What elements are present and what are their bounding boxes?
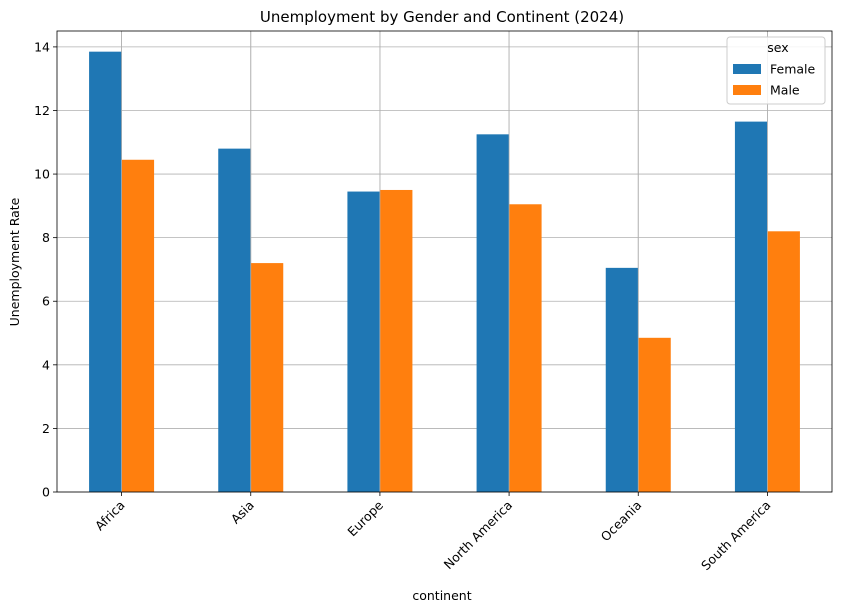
y-tick-label: 4 <box>42 357 50 372</box>
x-tick-label: Asia <box>228 498 257 527</box>
bar-female <box>89 51 122 492</box>
bar-male <box>638 337 671 492</box>
legend-swatch-male <box>733 85 761 95</box>
legend-swatch-female <box>733 64 761 74</box>
bars-group <box>89 31 800 493</box>
grid-lines <box>57 31 832 493</box>
legend: sex Female Male <box>726 36 826 105</box>
y-tick-label: 12 <box>34 103 50 118</box>
bar-female <box>605 267 639 492</box>
y-tick-label: 0 <box>42 485 50 500</box>
axes <box>53 30 833 496</box>
bar-male <box>121 159 155 492</box>
y-tick-label: 6 <box>42 294 50 309</box>
legend-title: sex <box>767 40 788 55</box>
chart-title: Unemployment by Gender and Continent (20… <box>260 8 624 26</box>
y-axis-label: Unemployment Rate <box>7 197 22 326</box>
x-tick-label: North America <box>441 498 516 573</box>
x-tick-label: Africa <box>92 498 128 534</box>
x-tick-label: Oceania <box>598 498 645 545</box>
y-tick-label: 14 <box>34 39 50 54</box>
y-tick-label: 8 <box>42 230 50 245</box>
bar-female <box>347 191 380 492</box>
x-tick-label: Europe <box>344 497 386 539</box>
y-tick-label: 10 <box>34 167 50 182</box>
legend-label-male: Male <box>770 83 800 98</box>
bar-male <box>509 204 542 493</box>
bar-male <box>379 189 413 492</box>
x-tick-label: South America <box>698 498 774 574</box>
plot-frame <box>56 30 833 493</box>
y-tick-label: 2 <box>42 421 50 436</box>
x-axis-label: continent <box>412 588 471 603</box>
bar-female <box>476 134 510 493</box>
bar-female <box>734 121 768 492</box>
legend-label-female: Female <box>770 62 816 77</box>
bar-male <box>250 263 284 492</box>
bar-male <box>767 231 800 492</box>
bar-female <box>218 148 251 493</box>
